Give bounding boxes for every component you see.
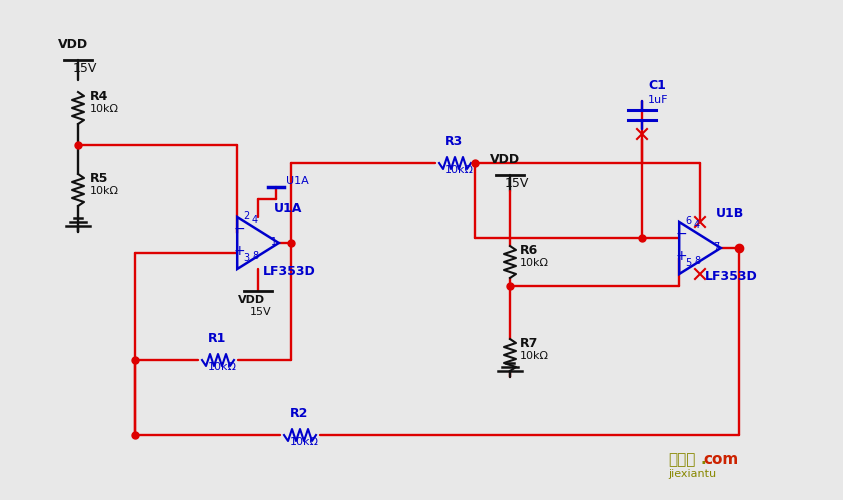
Text: .: . xyxy=(700,452,706,467)
Text: R3: R3 xyxy=(445,135,464,148)
Text: R2: R2 xyxy=(290,407,309,420)
Text: 2: 2 xyxy=(243,211,250,221)
Text: LF353D: LF353D xyxy=(705,270,758,283)
Text: −: − xyxy=(234,222,245,236)
Text: VDD: VDD xyxy=(58,38,89,51)
Text: 7: 7 xyxy=(713,242,719,252)
Text: +: + xyxy=(234,244,245,258)
Text: 10kΩ: 10kΩ xyxy=(290,437,319,447)
Text: U1A: U1A xyxy=(274,202,302,215)
Text: LF353D: LF353D xyxy=(263,265,316,278)
Text: R4: R4 xyxy=(90,90,109,103)
Text: 10kΩ: 10kΩ xyxy=(520,351,549,361)
Text: 10kΩ: 10kΩ xyxy=(445,165,474,175)
Text: 4: 4 xyxy=(694,220,701,230)
Text: R7: R7 xyxy=(520,337,539,350)
Text: +: + xyxy=(675,249,687,263)
Text: R5: R5 xyxy=(90,172,109,185)
Text: 接线图: 接线图 xyxy=(668,452,695,467)
Text: U1B: U1B xyxy=(716,207,744,220)
Text: 15V: 15V xyxy=(250,307,271,317)
Text: R6: R6 xyxy=(520,244,538,257)
Text: 10kΩ: 10kΩ xyxy=(90,186,119,196)
Text: 10kΩ: 10kΩ xyxy=(90,104,119,114)
Text: 6: 6 xyxy=(685,216,691,226)
Text: 15V: 15V xyxy=(505,177,529,190)
Text: 3: 3 xyxy=(243,253,250,263)
Text: R1: R1 xyxy=(208,332,227,345)
Text: 1: 1 xyxy=(271,237,277,247)
Text: 5: 5 xyxy=(685,258,691,268)
Text: VDD: VDD xyxy=(490,153,520,166)
Text: jiexiantu: jiexiantu xyxy=(668,469,716,479)
Text: 8: 8 xyxy=(252,251,258,261)
Text: VDD: VDD xyxy=(238,295,266,305)
Text: 8: 8 xyxy=(694,256,701,266)
Text: com: com xyxy=(703,452,738,467)
Text: 10kΩ: 10kΩ xyxy=(520,258,549,268)
Text: −: − xyxy=(675,227,687,241)
Text: 4: 4 xyxy=(252,215,258,225)
Text: 1uF: 1uF xyxy=(648,95,668,105)
Text: 15V: 15V xyxy=(73,62,98,75)
Text: C1: C1 xyxy=(648,79,666,92)
Text: 10kΩ: 10kΩ xyxy=(208,362,237,372)
Text: U1A: U1A xyxy=(286,176,309,186)
